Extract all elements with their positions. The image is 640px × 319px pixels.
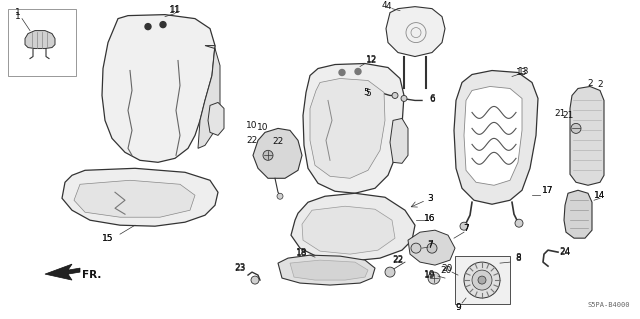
- Text: 15: 15: [102, 234, 114, 243]
- Text: 14: 14: [595, 191, 605, 200]
- Text: 3: 3: [427, 194, 433, 203]
- Polygon shape: [303, 63, 404, 193]
- Text: 22: 22: [273, 137, 284, 146]
- Text: 24: 24: [559, 248, 571, 257]
- Polygon shape: [408, 230, 455, 265]
- Text: 10: 10: [246, 121, 258, 130]
- Text: 24: 24: [559, 247, 571, 256]
- Circle shape: [251, 276, 259, 284]
- Circle shape: [339, 70, 345, 76]
- Polygon shape: [74, 180, 195, 217]
- Text: 7: 7: [427, 240, 433, 249]
- Text: 6: 6: [429, 94, 435, 103]
- Circle shape: [515, 219, 523, 227]
- Text: 2: 2: [597, 80, 603, 89]
- Text: 22: 22: [392, 256, 404, 265]
- Text: 7: 7: [427, 241, 433, 250]
- Circle shape: [355, 69, 361, 75]
- Text: 5: 5: [363, 88, 369, 97]
- Circle shape: [460, 222, 468, 230]
- Circle shape: [277, 193, 283, 199]
- Text: 19: 19: [424, 270, 436, 278]
- Text: 4: 4: [381, 1, 387, 10]
- Circle shape: [411, 243, 421, 253]
- Circle shape: [385, 267, 395, 277]
- Polygon shape: [253, 128, 302, 178]
- Polygon shape: [310, 78, 385, 178]
- Polygon shape: [291, 193, 415, 261]
- Text: 3: 3: [427, 194, 433, 203]
- Polygon shape: [570, 86, 604, 185]
- Text: 2: 2: [587, 79, 593, 88]
- Circle shape: [145, 24, 151, 30]
- Text: 6: 6: [429, 95, 435, 104]
- Text: 15: 15: [102, 234, 114, 243]
- Text: 21: 21: [563, 111, 573, 120]
- Text: FR.: FR.: [82, 270, 101, 280]
- Circle shape: [478, 276, 486, 284]
- Text: 16: 16: [424, 214, 436, 223]
- Text: 13: 13: [516, 68, 528, 77]
- Text: 20: 20: [440, 266, 452, 275]
- Polygon shape: [290, 260, 368, 280]
- Circle shape: [472, 270, 492, 290]
- Polygon shape: [464, 86, 522, 185]
- Circle shape: [263, 150, 273, 160]
- Text: 7: 7: [463, 224, 469, 233]
- Text: 23: 23: [234, 263, 246, 271]
- Text: 11: 11: [169, 6, 180, 15]
- Polygon shape: [45, 264, 80, 280]
- Circle shape: [464, 262, 500, 298]
- Text: 16: 16: [424, 214, 436, 223]
- Text: 8: 8: [515, 254, 521, 263]
- Text: 19: 19: [424, 271, 436, 279]
- Circle shape: [160, 22, 166, 28]
- Polygon shape: [25, 31, 55, 48]
- Text: 11: 11: [170, 5, 182, 14]
- Polygon shape: [454, 70, 538, 204]
- Circle shape: [401, 95, 407, 101]
- Polygon shape: [102, 15, 215, 162]
- Text: 9: 9: [455, 302, 461, 312]
- Circle shape: [392, 93, 398, 99]
- Circle shape: [427, 243, 437, 253]
- Polygon shape: [198, 46, 220, 148]
- Polygon shape: [302, 206, 395, 254]
- Bar: [8, 9, 76, 77]
- Text: 8: 8: [515, 253, 521, 262]
- Text: 22: 22: [246, 136, 258, 145]
- Circle shape: [428, 272, 440, 284]
- Text: 5: 5: [365, 89, 371, 98]
- Text: 18: 18: [296, 248, 308, 257]
- Text: 9: 9: [455, 302, 461, 312]
- Text: 22: 22: [392, 255, 404, 263]
- Text: 10: 10: [257, 123, 269, 132]
- Text: 18: 18: [296, 249, 308, 258]
- Text: S5PA-B4000: S5PA-B4000: [588, 302, 630, 308]
- Text: 14: 14: [595, 191, 605, 200]
- Text: 1: 1: [15, 12, 21, 21]
- Text: 4: 4: [385, 2, 391, 11]
- Text: 23: 23: [234, 263, 246, 273]
- Text: 17: 17: [542, 186, 554, 195]
- Text: 13: 13: [518, 67, 530, 76]
- Text: 12: 12: [366, 55, 378, 64]
- Circle shape: [571, 123, 581, 133]
- Polygon shape: [390, 118, 408, 163]
- Text: 1: 1: [15, 8, 21, 17]
- Polygon shape: [564, 190, 592, 238]
- Polygon shape: [208, 102, 224, 135]
- Text: 21: 21: [554, 109, 566, 118]
- Text: 17: 17: [542, 186, 554, 195]
- Text: 12: 12: [366, 56, 378, 65]
- Polygon shape: [62, 168, 218, 226]
- Polygon shape: [386, 7, 445, 56]
- Bar: [455, 256, 510, 304]
- Polygon shape: [278, 255, 375, 285]
- Text: 7: 7: [463, 224, 469, 233]
- Text: 20: 20: [442, 263, 452, 273]
